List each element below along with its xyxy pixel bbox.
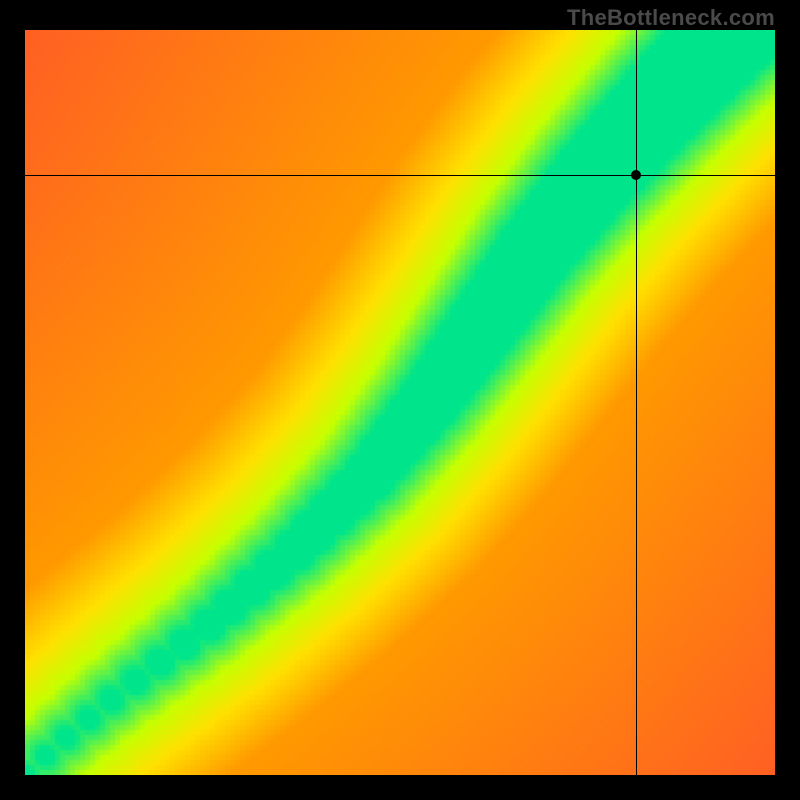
site-watermark: TheBottleneck.com — [567, 5, 775, 31]
heatmap-plot — [25, 30, 775, 775]
chart-root: { "watermark": { "text": "TheBottleneck.… — [0, 0, 800, 800]
heatmap-canvas — [25, 30, 775, 775]
